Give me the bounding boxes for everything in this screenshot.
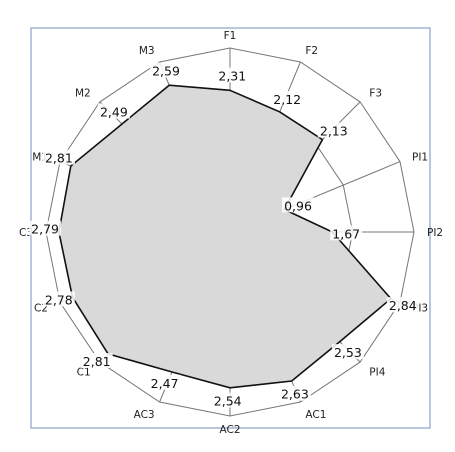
value-label-c2: 2,78 xyxy=(45,292,73,307)
axis-label-f3: F3 xyxy=(369,88,382,100)
value-label-f3: 2,13 xyxy=(320,124,348,139)
value-label-bg-c2 xyxy=(42,291,75,307)
value-label-c3: 2,79 xyxy=(31,222,59,237)
value-label-c1: 2,81 xyxy=(83,354,111,369)
axis-label-m2: M2 xyxy=(75,88,91,100)
data-area xyxy=(58,84,393,389)
value-label-bg-ac3 xyxy=(148,374,181,390)
value-label-bg-ac1 xyxy=(278,385,311,401)
value-label-ac2: 2,54 xyxy=(214,394,242,409)
axis-label-f2: F2 xyxy=(305,45,318,57)
value-label-pi4: 2,53 xyxy=(334,345,362,360)
value-label-bg-c1 xyxy=(80,353,113,368)
axis-label-ac1: AC1 xyxy=(305,409,326,421)
value-label-bg-f1 xyxy=(216,67,249,83)
axis-label-pi4: PI4 xyxy=(369,366,385,378)
value-label-pi2: 1,67 xyxy=(332,226,360,241)
value-label-bg-f3 xyxy=(317,122,350,138)
value-label-bg-m2 xyxy=(97,103,130,119)
value-label-bg-pi2 xyxy=(330,225,363,241)
value-labels: 2,31 2,12 2,13 0,96 1,67 2,84 2,53 2,63 2,54 2,47… xyxy=(29,62,419,409)
axis-label-ac2: AC2 xyxy=(219,424,240,436)
value-label-bg-m1 xyxy=(42,149,75,165)
value-label-bg-ac2 xyxy=(211,392,244,408)
axis-label-pi2: PI2 xyxy=(427,227,443,239)
value-label-ac3: 2,47 xyxy=(151,376,179,391)
value-label-bg-pi4 xyxy=(331,344,364,360)
value-label-f2: 2,12 xyxy=(273,92,301,107)
axis-label-m3: M3 xyxy=(139,45,155,57)
axis-label-c1: C1 xyxy=(77,366,91,378)
data-series xyxy=(58,84,393,389)
value-label-pi3: 2,84 xyxy=(389,298,417,313)
axis-label-f1: F1 xyxy=(224,30,237,42)
value-label-m1: 2,81 xyxy=(45,151,73,166)
axis-label-pi1: PI1 xyxy=(412,152,428,164)
value-label-bg-c3 xyxy=(29,220,62,236)
value-label-bg-pi1 xyxy=(282,197,314,213)
value-label-f1: 2,31 xyxy=(218,69,246,84)
value-label-ac1: 2,63 xyxy=(281,387,309,402)
value-label-bg-m3 xyxy=(150,62,182,78)
value-label-bg-f2 xyxy=(271,91,304,106)
value-label-m3: 2,59 xyxy=(152,64,180,79)
axis-label-ac3: AC3 xyxy=(134,409,155,421)
value-label-pi1: 0,96 xyxy=(284,198,312,213)
value-label-m2: 2,49 xyxy=(100,105,128,120)
value-label-bg-pi3 xyxy=(386,297,419,313)
